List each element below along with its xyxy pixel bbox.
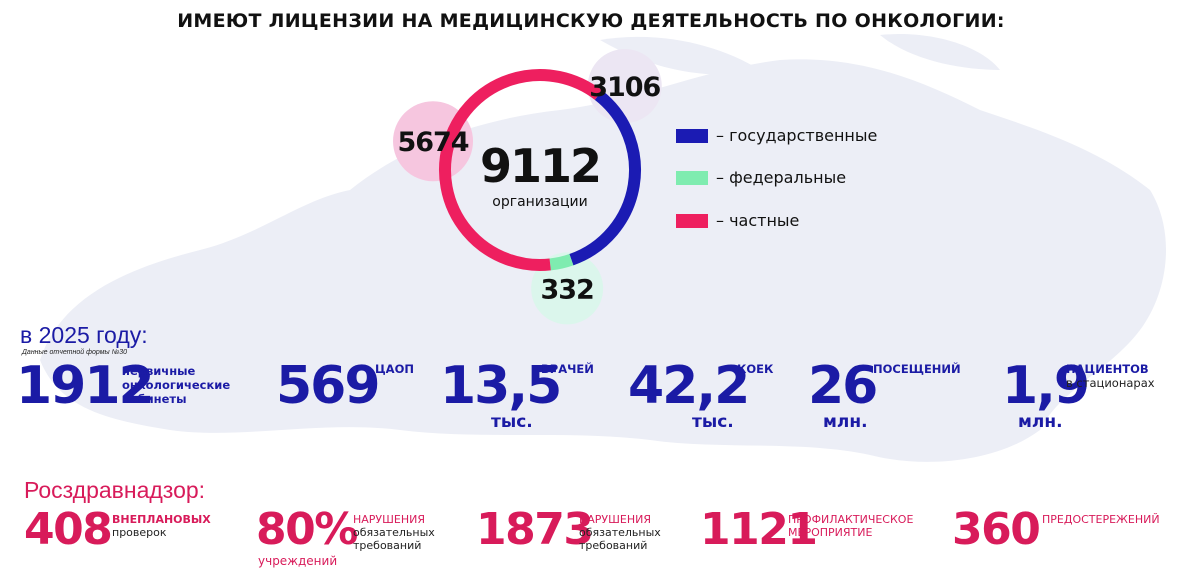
rzn-value-percent: 80%	[256, 504, 358, 555]
stat-unit-visits: млн.	[823, 412, 868, 432]
stat-unit-doctors: тыс.	[491, 412, 533, 432]
stat-value-visits: 26	[808, 356, 878, 416]
legend-swatch-state	[676, 128, 708, 143]
donut-slice-государственные	[569, 90, 641, 266]
stat-label-doctors: ВРАЧЕЙ	[541, 362, 594, 376]
data-source-note: Данные отчетной формы №30	[22, 349, 127, 356]
rzn-section-title: Росздравнадзор:	[24, 477, 206, 503]
rzn-label-percent: НАРУШЕНИЯ обязательных требований	[353, 513, 435, 552]
stat-value-caop: 569	[276, 356, 381, 416]
legend-swatch-private	[676, 213, 708, 228]
stat-label-patients: ПАЦИЕНТОВ в стационарах	[1066, 362, 1155, 390]
rzn-value-violations: 1873	[476, 504, 594, 555]
legend-item-state: – государственные	[676, 126, 877, 145]
slice-value-label-государственные: 3106	[589, 72, 660, 103]
page-title: ИМЕЮТ ЛИЦЕНЗИИ НА МЕДИЦИНСКУЮ ДЕЯТЕЛЬНОС…	[177, 10, 1005, 32]
legend-label: – государственные	[716, 126, 878, 145]
rzn-label-inspections: ВНЕПЛАНОВЫХ проверок	[112, 513, 211, 539]
rzn-value-inspections: 408	[24, 504, 113, 555]
rzn-unit-percent: учреждений	[258, 554, 338, 568]
legend-swatch-federal	[676, 170, 708, 185]
stat-unit-beds: тыс.	[692, 412, 734, 432]
stat-label-beds: КОЕК	[737, 362, 774, 376]
center-value: 9112	[480, 139, 600, 193]
slice-value-label-федеральные: 332	[540, 274, 593, 305]
stat-value-cabinets: 1912	[16, 356, 155, 416]
slice-value-label-частные: 5674	[397, 127, 468, 158]
stat-label-caop: ЦАОП	[375, 362, 414, 376]
rzn-label-prevention: ПРОФИЛАКТИЧЕСКОЕ МЕРОПРИЯТИЕ	[788, 513, 914, 539]
legend-label: – федеральные	[716, 168, 847, 187]
donut-slice-федеральные	[549, 253, 574, 271]
year-section-title: в 2025 году:	[20, 322, 148, 348]
donut-slice-частные	[439, 69, 603, 271]
stat-value-patients: 1,9	[1002, 356, 1090, 416]
rzn-value-prevention: 1121	[700, 504, 818, 555]
stat-label-cabinets: первичные онкологические кабинеты	[122, 364, 231, 406]
legend-label: – частные	[716, 211, 800, 230]
stat-value-doctors: 13,5	[440, 356, 562, 416]
stat-unit-patients: млн.	[1018, 412, 1063, 432]
legend-item-private: – частные	[676, 211, 799, 230]
legend-item-federal: – федеральные	[676, 168, 846, 187]
rzn-label-warnings: ПРЕДОСТЕРЕЖЕНИЙ	[1042, 513, 1160, 526]
rzn-value-warnings: 360	[952, 504, 1041, 555]
rzn-label-violations: НАРУШЕНИЯ обязательных требований	[579, 513, 661, 552]
stat-value-beds: 42,2	[628, 356, 750, 416]
stat-label-visits: ПОСЕЩЕНИЙ	[873, 362, 961, 376]
center-label: организации	[492, 194, 587, 210]
